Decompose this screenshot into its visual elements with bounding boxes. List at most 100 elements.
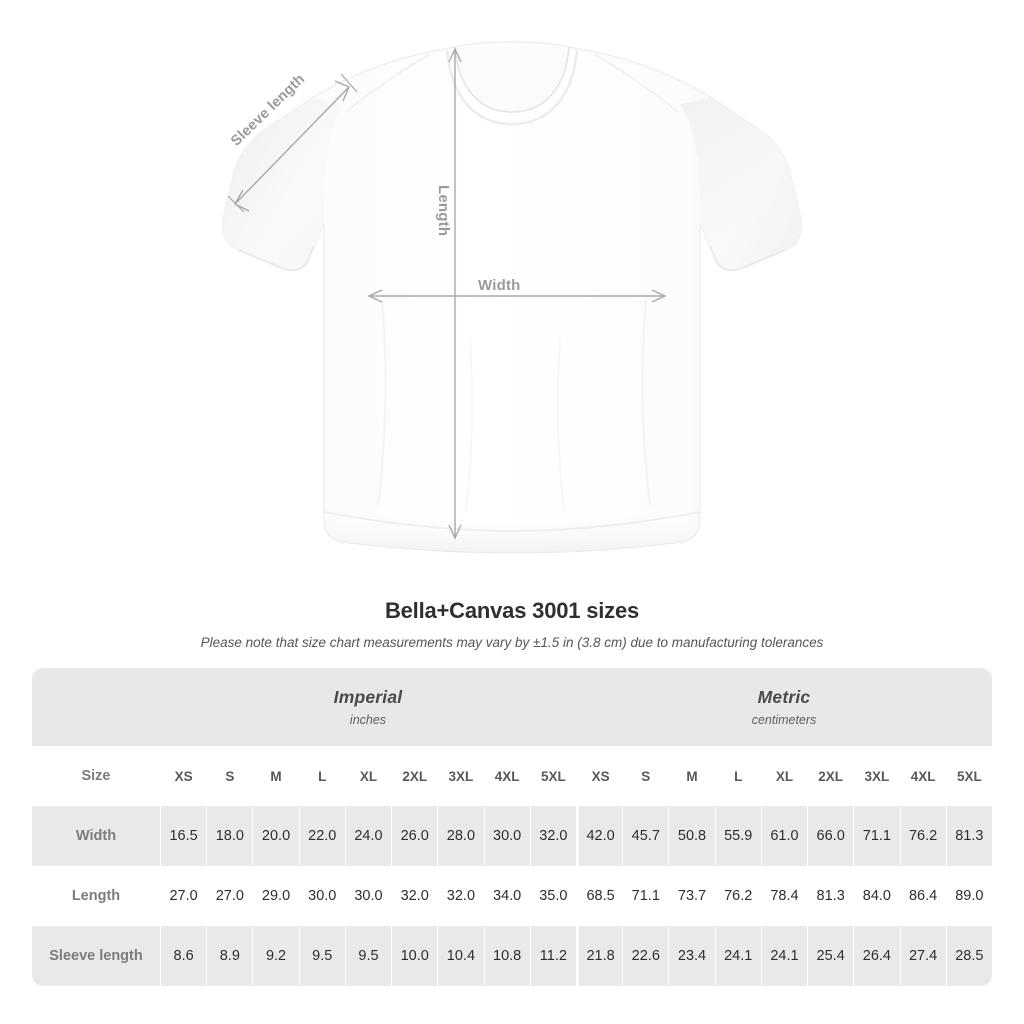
cell-length-M-in: 29.0 [252, 866, 298, 926]
cell-length-XS-cm: 68.5 [575, 866, 622, 926]
column-header-metric-S: S [622, 746, 668, 806]
cell-length-3XL-in: 32.0 [437, 866, 483, 926]
column-header-metric-XL: XL [760, 746, 807, 806]
cell-width-M-cm: 50.8 [668, 806, 714, 866]
row-label-sleeve-length: Sleeve length [49, 948, 143, 964]
cell-length-M-cm: 73.7 [668, 866, 714, 926]
column-header-metric-3XL: 3XL [853, 746, 899, 806]
column-header-imperial-XL: XL [344, 746, 391, 806]
column-header-imperial-M: M [252, 746, 298, 806]
row-label-width: Width [75, 828, 117, 844]
column-header-metric-5XL: 5XL [945, 746, 992, 806]
cell-length-3XL-cm: 84.0 [853, 866, 899, 926]
column-header-metric-4XL: 4XL [899, 746, 946, 806]
cell-sleeve-length-2XL-cm: 25.4 [807, 926, 853, 986]
tshirt-diagram: Sleeve length Length Width [221, 41, 803, 554]
cell-width-XS-cm: 42.0 [575, 806, 622, 866]
column-header-metric-2XL: 2XL [807, 746, 853, 806]
cell-length-XS-in: 27.0 [160, 866, 206, 926]
cell-sleeve-length-L-in: 9.5 [298, 926, 345, 986]
column-header-metric-M: M [668, 746, 714, 806]
table-group-header-row: Imperial inches Metric centimeters [32, 668, 992, 746]
column-header-imperial-S: S [206, 746, 252, 806]
cell-sleeve-length-5XL-cm: 28.5 [945, 926, 992, 986]
table-row: Width 16.5 18.0 20.0 22.0 24.0 26.0 28.0 30.0 32.… [32, 806, 992, 866]
cell-sleeve-length-5XL-in: 11.2 [529, 926, 576, 986]
cell-sleeve-length-S-in: 8.9 [206, 926, 252, 986]
cell-length-2XL-cm: 81.3 [807, 866, 853, 926]
cell-width-2XL-cm: 66.0 [807, 806, 853, 866]
column-header-imperial-5XL: 5XL [529, 746, 576, 806]
cell-width-4XL-cm: 76.2 [899, 806, 946, 866]
length-arrow [448, 47, 462, 540]
cell-sleeve-length-2XL-in: 10.0 [391, 926, 437, 986]
measurement-arrows [227, 47, 667, 540]
cell-width-3XL-in: 28.0 [437, 806, 483, 866]
cell-width-XL-cm: 61.0 [760, 806, 807, 866]
cell-sleeve-length-4XL-in: 10.8 [483, 926, 530, 986]
cell-length-S-in: 27.0 [206, 866, 252, 926]
cell-width-S-in: 18.0 [206, 806, 252, 866]
shirt-body [221, 41, 803, 554]
length-label: Length [435, 185, 452, 237]
cell-width-S-cm: 45.7 [622, 806, 668, 866]
cell-length-XL-cm: 78.4 [760, 866, 807, 926]
cell-length-5XL-cm: 89.0 [945, 866, 992, 926]
cell-width-5XL-in: 32.0 [529, 806, 576, 866]
tshirt-illustration [221, 41, 803, 554]
column-header-imperial-L: L [298, 746, 345, 806]
cell-sleeve-length-4XL-cm: 27.4 [899, 926, 946, 986]
column-header-imperial-4XL: 4XL [483, 746, 530, 806]
cell-width-L-cm: 55.9 [714, 806, 761, 866]
cell-length-XL-in: 30.0 [344, 866, 391, 926]
cell-sleeve-length-XL-in: 9.5 [344, 926, 391, 986]
cell-width-2XL-in: 26.0 [391, 806, 437, 866]
cell-width-XL-in: 24.0 [344, 806, 391, 866]
group-header-imperial: Imperial inches [160, 668, 576, 746]
cell-sleeve-length-S-cm: 22.6 [622, 926, 668, 986]
column-header-imperial-3XL: 3XL [437, 746, 483, 806]
group-metric-name: Metric [757, 687, 811, 707]
cell-sleeve-length-M-cm: 23.4 [668, 926, 714, 986]
table-row: Sleeve length 8.6 8.9 9.2 9.5 9.5 10.0 10.4 10.8… [32, 926, 992, 986]
row-label-size: Size [81, 768, 111, 784]
cell-sleeve-length-M-in: 9.2 [252, 926, 298, 986]
table-header-row: Size XS S M L XL 2XL 3XL 4XL 5XL XS S M L XL 2XL 3XL 4XL 5… [32, 746, 992, 806]
cell-length-L-cm: 76.2 [714, 866, 761, 926]
column-header-imperial-XS: XS [160, 746, 206, 806]
cell-width-M-in: 20.0 [252, 806, 298, 866]
cell-width-5XL-cm: 81.3 [945, 806, 992, 866]
cell-sleeve-length-XS-cm: 21.8 [575, 926, 622, 986]
cell-length-4XL-cm: 86.4 [899, 866, 946, 926]
column-header-imperial-2XL: 2XL [391, 746, 437, 806]
cell-length-4XL-in: 34.0 [483, 866, 530, 926]
sleeve-length-arrow [227, 73, 358, 213]
table-row: Length 27.0 27.0 29.0 30.0 30.0 32.0 32.0 34.0 35… [32, 866, 992, 926]
cell-sleeve-length-3XL-cm: 26.4 [853, 926, 899, 986]
cell-sleeve-length-XS-in: 8.6 [160, 926, 206, 986]
cell-length-2XL-in: 32.0 [391, 866, 437, 926]
group-header-spacer [32, 668, 160, 746]
size-chart-table: Imperial inches Metric centimeters Size X… [32, 668, 992, 986]
cell-width-3XL-cm: 71.1 [853, 806, 899, 866]
cell-sleeve-length-L-cm: 24.1 [714, 926, 761, 986]
page-subtitle: Please note that size chart measurements… [200, 635, 824, 650]
column-header-metric-XS: XS [575, 746, 622, 806]
chart-heading: Bella+Canvas 3001 sizes Please note that… [0, 598, 1024, 650]
group-metric-unit: centimeters [751, 713, 817, 727]
width-label: Width [478, 277, 521, 294]
column-header-metric-L: L [714, 746, 761, 806]
page-title: Bella+Canvas 3001 sizes [384, 598, 640, 623]
group-header-metric: Metric centimeters [576, 668, 992, 746]
group-imperial-unit: inches [349, 713, 387, 727]
cell-sleeve-length-XL-cm: 24.1 [760, 926, 807, 986]
row-label-length: Length [71, 888, 121, 904]
cell-length-5XL-in: 35.0 [529, 866, 576, 926]
cell-sleeve-length-3XL-in: 10.4 [437, 926, 483, 986]
cell-width-L-in: 22.0 [298, 806, 345, 866]
cell-length-S-cm: 71.1 [622, 866, 668, 926]
cell-length-L-in: 30.0 [298, 866, 345, 926]
cell-width-XS-in: 16.5 [160, 806, 206, 866]
width-arrow [367, 289, 667, 303]
cell-width-4XL-in: 30.0 [483, 806, 530, 866]
